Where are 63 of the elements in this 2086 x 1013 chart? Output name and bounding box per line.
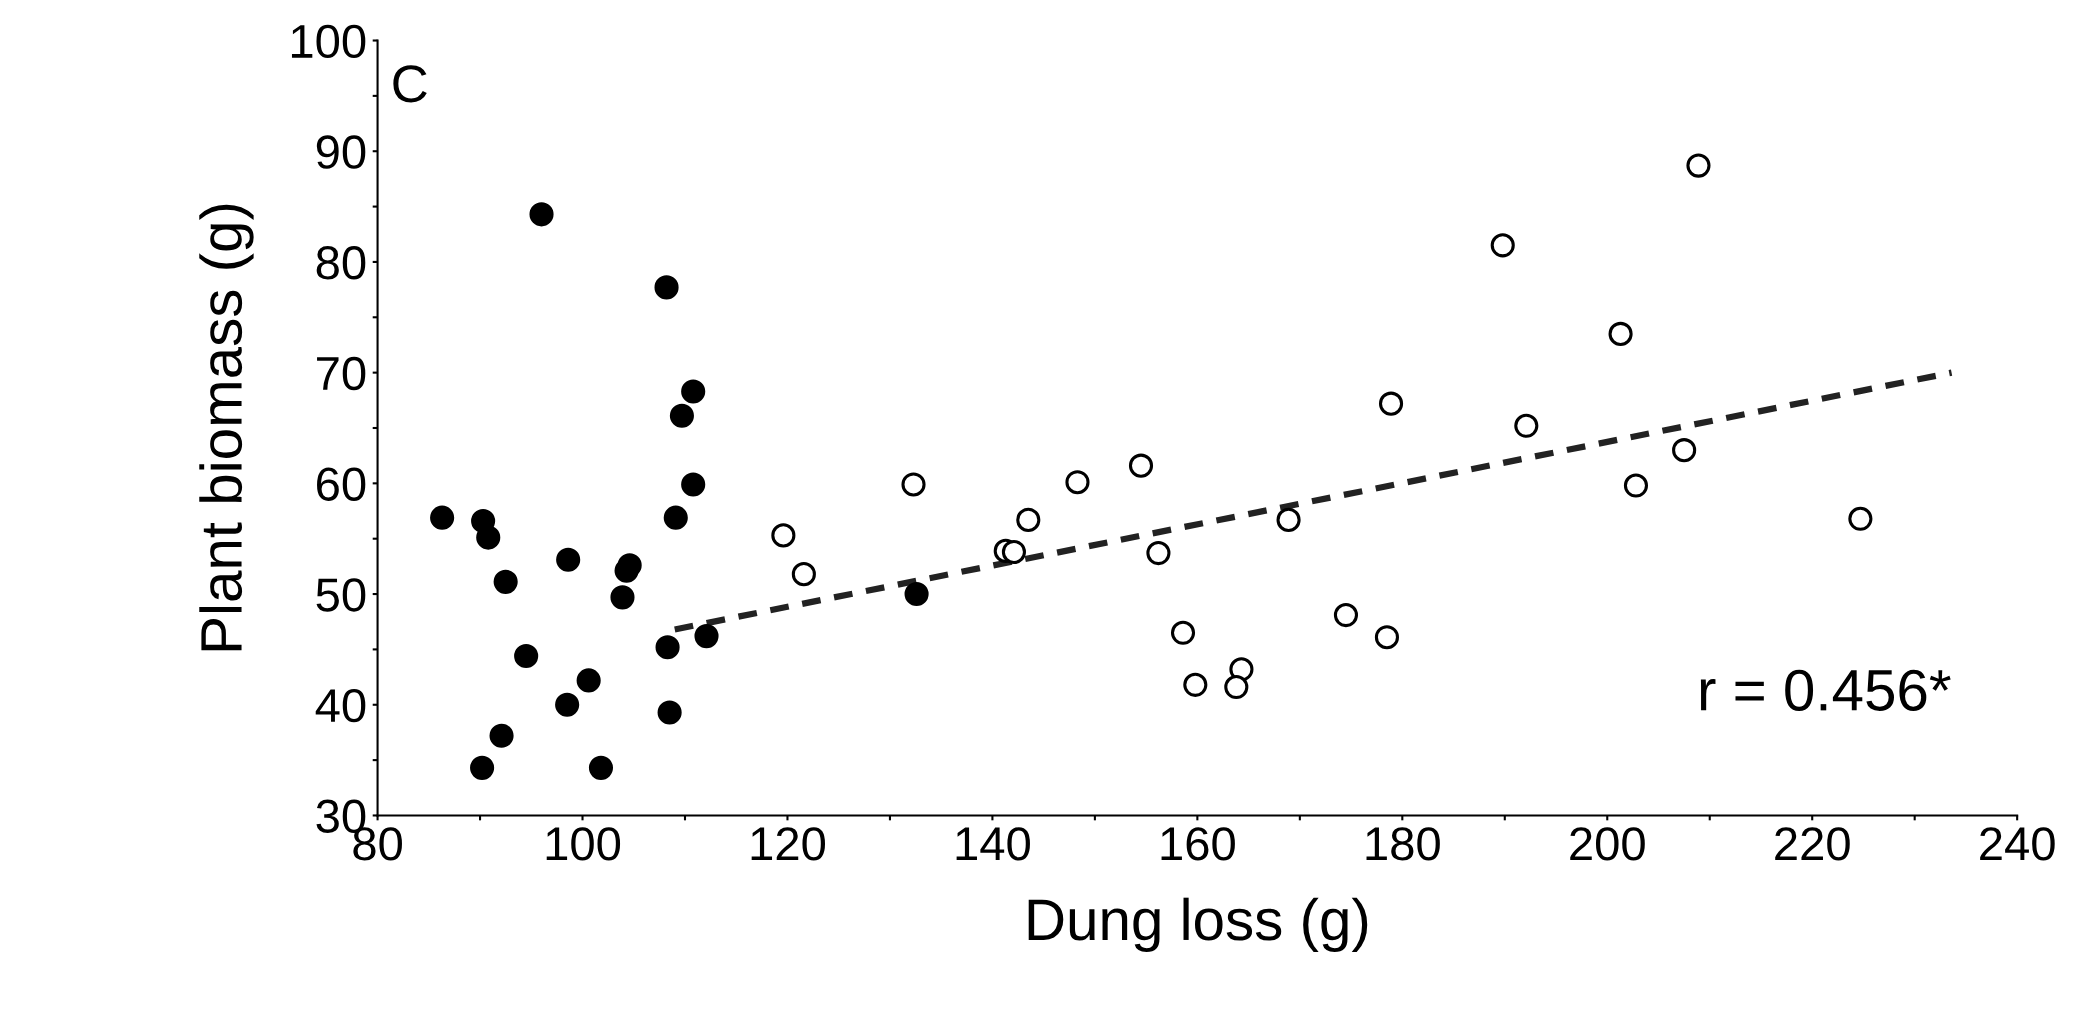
point xyxy=(1001,539,1026,565)
point xyxy=(1170,620,1196,645)
point xyxy=(694,624,719,649)
point xyxy=(1848,506,1873,531)
point xyxy=(1065,470,1090,495)
point xyxy=(1224,674,1249,700)
y-tick-label: 70 xyxy=(317,356,366,391)
point xyxy=(681,379,706,404)
point xyxy=(654,275,679,300)
point xyxy=(529,202,554,227)
point xyxy=(614,558,639,583)
point xyxy=(556,547,581,572)
point xyxy=(1514,413,1539,438)
point xyxy=(1378,391,1404,416)
x-tick-label: 120 xyxy=(751,827,826,861)
x-tick-label: 140 xyxy=(956,827,1030,861)
point xyxy=(1146,541,1171,566)
x-tick-label: 220 xyxy=(1775,827,1850,861)
y-tick-label: 40 xyxy=(315,688,366,723)
point xyxy=(791,562,816,587)
point xyxy=(771,523,796,548)
x-tick-label: 100 xyxy=(546,827,621,861)
point xyxy=(1490,233,1515,258)
point xyxy=(1686,153,1711,178)
x-tick-label: 240 xyxy=(1980,827,2055,861)
point xyxy=(430,505,455,530)
point xyxy=(470,755,495,780)
point xyxy=(1374,625,1399,650)
point xyxy=(663,505,688,530)
x-tick-label: 180 xyxy=(1366,827,1440,861)
point xyxy=(610,585,635,610)
point xyxy=(1016,507,1041,532)
y-tick-label: 100 xyxy=(291,24,366,59)
point xyxy=(514,643,539,669)
point xyxy=(1672,438,1697,463)
point xyxy=(489,723,514,748)
x-axis-title: Dung loss (g) xyxy=(1028,897,1368,953)
point xyxy=(576,668,601,693)
point xyxy=(476,525,501,550)
point xyxy=(901,472,926,497)
y-tick-label: 80 xyxy=(316,246,366,280)
point xyxy=(669,403,694,428)
x-tick-label: 160 xyxy=(1161,827,1235,861)
point xyxy=(657,700,682,725)
annotation: r = 0.456* xyxy=(1700,669,1951,711)
point xyxy=(1623,473,1649,498)
y-axis-title: Plant biomass (g) xyxy=(199,204,254,651)
point xyxy=(1608,321,1633,346)
point xyxy=(588,755,614,780)
point xyxy=(904,581,929,607)
point xyxy=(1128,453,1154,478)
point xyxy=(681,472,706,497)
point xyxy=(493,569,518,594)
point xyxy=(655,635,680,660)
point xyxy=(1276,507,1301,532)
y-tick-label: 50 xyxy=(316,578,366,612)
annotation: C xyxy=(393,65,427,103)
point xyxy=(1183,672,1208,697)
point xyxy=(1333,603,1359,628)
x-tick-label: 200 xyxy=(1570,827,1645,861)
point xyxy=(555,692,580,717)
y-tick-label: 60 xyxy=(317,467,366,501)
y-tick-label: 90 xyxy=(316,135,366,169)
